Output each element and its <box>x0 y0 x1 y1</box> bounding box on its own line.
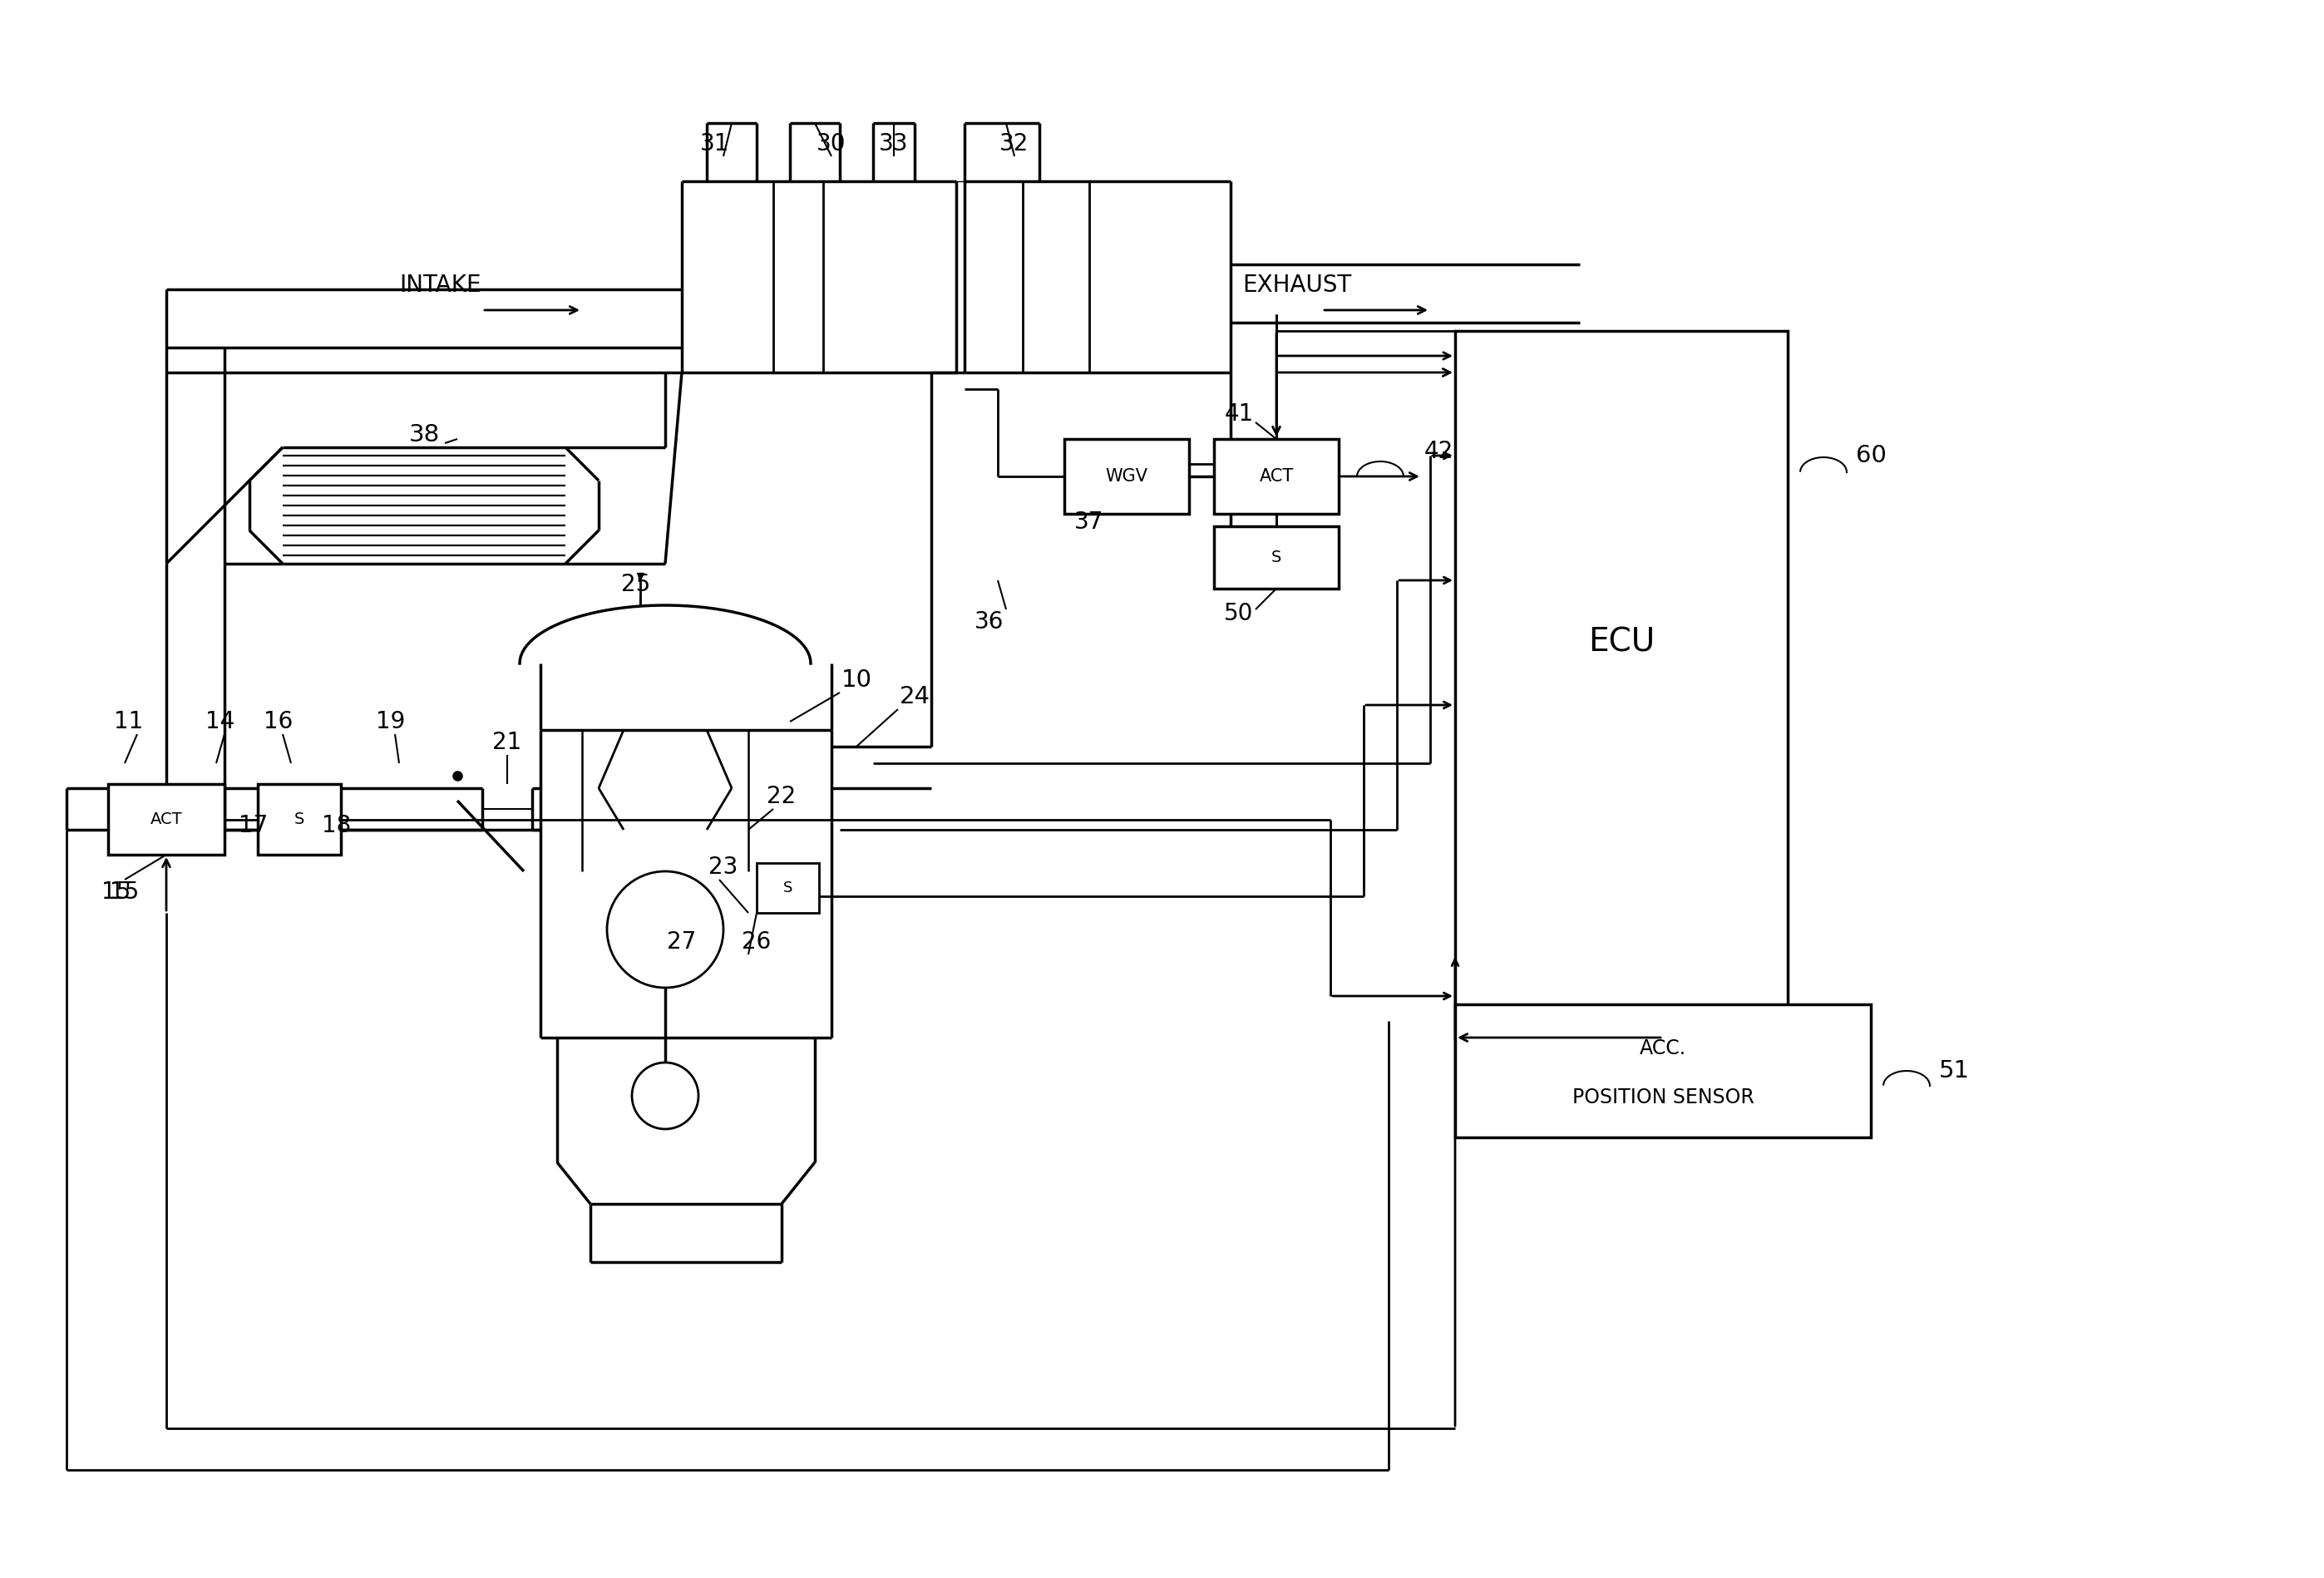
Bar <box>1213 439 1339 514</box>
Text: 51: 51 <box>1938 1059 1968 1083</box>
Bar <box>1064 439 1190 514</box>
Text: 38: 38 <box>409 423 439 447</box>
Circle shape <box>607 871 723 988</box>
Text: ACT: ACT <box>151 811 181 827</box>
Text: S: S <box>783 881 792 895</box>
Text: WGV: WGV <box>1106 469 1148 484</box>
Bar <box>1213 527 1339 589</box>
Text: ACT: ACT <box>1260 469 1294 484</box>
Text: 10: 10 <box>841 669 872 691</box>
Bar <box>258 784 342 855</box>
Text: 27: 27 <box>667 931 697 953</box>
Circle shape <box>632 1062 700 1128</box>
Text: ACC.: ACC. <box>1641 1038 1687 1059</box>
Text: ECU: ECU <box>1587 626 1655 658</box>
Text: 23: 23 <box>709 855 739 879</box>
Text: 36: 36 <box>974 611 1004 633</box>
Text: 50: 50 <box>1225 601 1253 625</box>
Text: 17: 17 <box>239 814 267 838</box>
Bar <box>1455 331 1787 1038</box>
Text: 16: 16 <box>265 710 293 734</box>
Text: 18: 18 <box>323 814 351 838</box>
Text: 22: 22 <box>767 784 797 808</box>
Text: 15: 15 <box>109 881 139 904</box>
Text: S: S <box>295 811 304 827</box>
Text: 33: 33 <box>878 133 909 156</box>
Text: 24: 24 <box>899 685 930 709</box>
Text: 42: 42 <box>1425 440 1452 462</box>
Text: S: S <box>1271 549 1281 565</box>
Text: 15: 15 <box>102 881 130 904</box>
Text: EXHAUST: EXHAUST <box>1243 273 1353 297</box>
Bar <box>109 784 225 855</box>
Text: 32: 32 <box>999 133 1030 156</box>
Bar <box>1455 1004 1871 1138</box>
Text: 31: 31 <box>700 133 730 156</box>
Text: 37: 37 <box>1074 510 1104 533</box>
Bar <box>758 863 818 914</box>
Text: INTAKE: INTAKE <box>400 273 481 297</box>
Text: 41: 41 <box>1225 402 1253 426</box>
Text: 19: 19 <box>376 710 404 734</box>
Text: 21: 21 <box>493 731 523 754</box>
Text: POSITION SENSOR: POSITION SENSOR <box>1571 1087 1755 1108</box>
Text: 26: 26 <box>741 931 772 953</box>
Text: 25: 25 <box>621 573 651 596</box>
Text: 60: 60 <box>1855 443 1887 467</box>
Text: 30: 30 <box>816 133 846 156</box>
Text: 14: 14 <box>207 710 235 734</box>
Text: 11: 11 <box>114 710 144 734</box>
